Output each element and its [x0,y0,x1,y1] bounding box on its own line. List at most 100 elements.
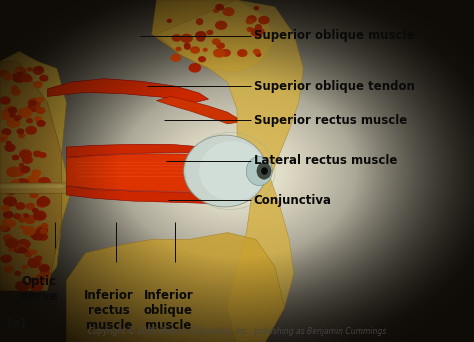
Circle shape [7,220,16,227]
Circle shape [11,89,20,95]
Text: Inferior
rectus
muscle: Inferior rectus muscle [84,289,134,332]
Circle shape [4,74,12,80]
Circle shape [196,32,206,39]
Ellipse shape [183,135,266,207]
Text: Lateral rectus muscle: Lateral rectus muscle [254,154,397,167]
Circle shape [40,75,48,81]
Ellipse shape [261,167,268,175]
Polygon shape [0,51,71,291]
Circle shape [34,261,41,266]
Circle shape [247,16,256,22]
Circle shape [18,218,25,222]
Circle shape [18,133,25,137]
Polygon shape [156,96,237,124]
Circle shape [217,43,224,48]
Circle shape [34,151,41,157]
Circle shape [216,4,223,10]
Circle shape [7,142,11,145]
Circle shape [0,97,10,104]
Circle shape [19,163,24,167]
Circle shape [214,49,225,57]
Circle shape [28,104,39,111]
Circle shape [15,118,18,121]
Circle shape [14,214,20,219]
Polygon shape [47,79,209,103]
Circle shape [184,43,190,48]
Circle shape [31,250,36,254]
Text: Conjunctiva: Conjunctiva [254,194,332,207]
Polygon shape [0,62,62,291]
Polygon shape [66,154,232,192]
Circle shape [3,211,13,218]
Text: (a): (a) [7,317,27,330]
Circle shape [29,259,34,262]
Circle shape [255,6,259,10]
Circle shape [28,183,34,187]
Circle shape [34,81,42,88]
Circle shape [1,114,9,119]
Polygon shape [0,183,78,193]
Circle shape [3,110,10,115]
Circle shape [207,30,213,35]
Circle shape [31,231,44,240]
Circle shape [0,135,8,141]
Circle shape [197,19,202,23]
Circle shape [37,67,43,71]
Circle shape [40,265,49,272]
Circle shape [36,212,43,218]
Circle shape [24,249,31,254]
Circle shape [42,224,47,228]
Circle shape [41,197,46,200]
Circle shape [16,245,26,251]
Circle shape [8,107,17,114]
Circle shape [22,214,27,217]
Circle shape [197,20,202,24]
Ellipse shape [199,141,265,201]
Circle shape [30,278,38,284]
Circle shape [13,73,26,82]
Circle shape [16,281,29,291]
Circle shape [221,50,230,56]
Circle shape [38,234,47,240]
Circle shape [40,229,46,233]
Circle shape [238,50,247,56]
Circle shape [259,16,269,24]
Circle shape [1,225,9,232]
Circle shape [27,68,32,71]
Ellipse shape [257,163,271,179]
Circle shape [28,98,40,107]
Circle shape [15,272,20,275]
Circle shape [27,119,32,123]
Circle shape [14,70,19,74]
Circle shape [19,150,31,158]
Circle shape [251,28,262,36]
Circle shape [13,168,25,176]
Circle shape [12,180,18,184]
Circle shape [214,9,219,12]
Circle shape [22,265,27,269]
Circle shape [7,118,20,127]
Circle shape [39,178,50,186]
Circle shape [18,108,32,118]
Polygon shape [66,186,232,203]
Circle shape [36,183,45,189]
Circle shape [6,238,18,248]
Circle shape [26,253,31,257]
Circle shape [3,186,14,193]
Circle shape [173,35,181,41]
Circle shape [2,219,11,225]
Circle shape [20,226,24,228]
Circle shape [29,260,39,267]
Circle shape [37,97,43,102]
Circle shape [35,256,42,261]
Circle shape [20,240,30,247]
Circle shape [22,156,32,163]
Polygon shape [156,0,303,342]
Circle shape [1,206,9,211]
Circle shape [212,39,220,44]
Circle shape [21,74,31,82]
Circle shape [7,167,20,176]
Circle shape [254,50,260,54]
Circle shape [16,203,25,209]
Circle shape [2,129,11,135]
